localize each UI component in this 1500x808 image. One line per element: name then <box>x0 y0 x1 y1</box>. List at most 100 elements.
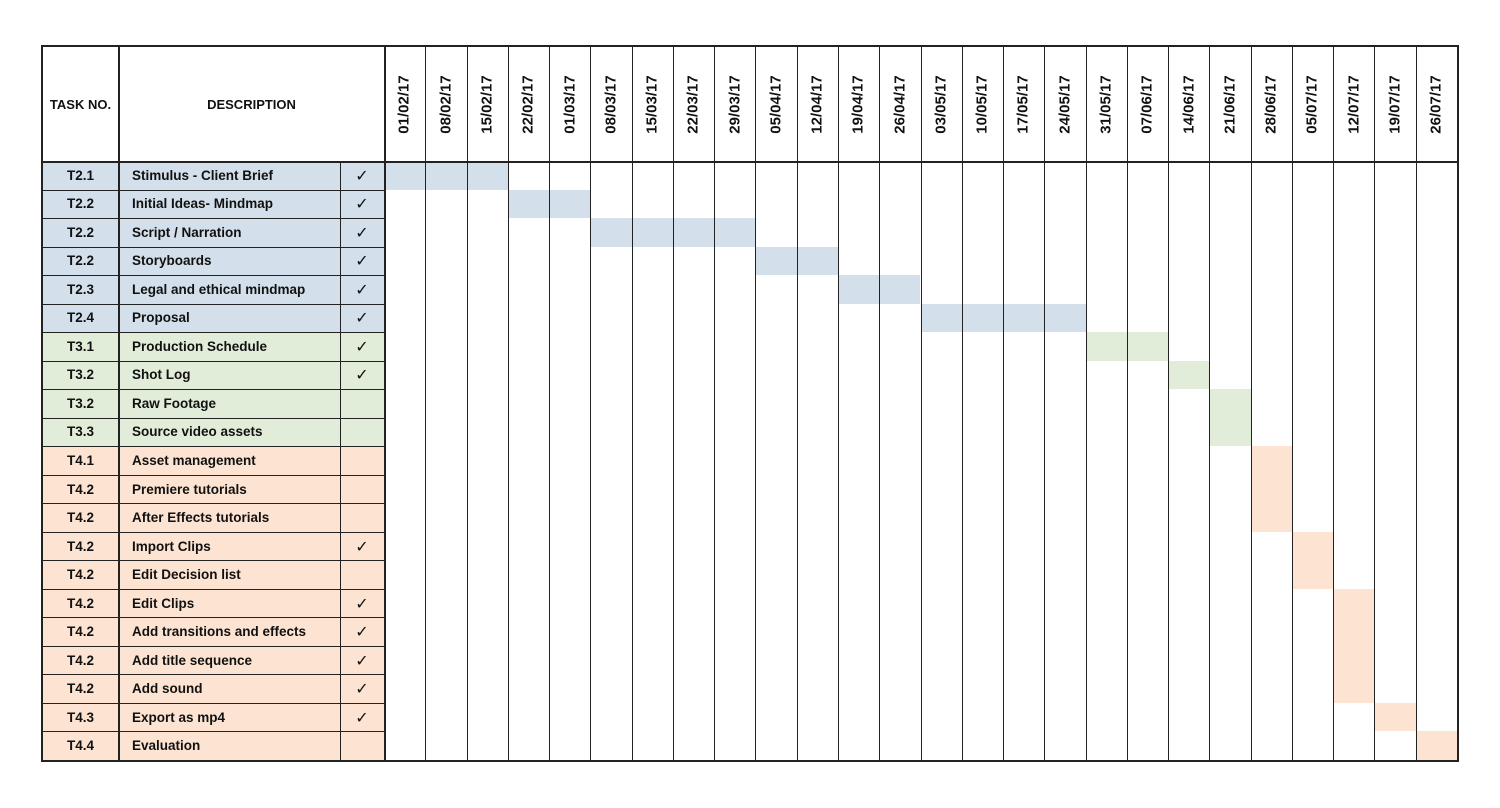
task-number: T4.4 <box>66 738 94 754</box>
week-header: 15/02/17 <box>467 47 508 161</box>
week-label: 19/04/17 <box>850 74 868 134</box>
week-header: 05/04/17 <box>755 47 796 161</box>
week-header: 26/07/17 <box>1416 47 1457 161</box>
week-label: 12/07/17 <box>1345 74 1363 134</box>
week-header: 07/06/17 <box>1127 47 1168 161</box>
week-label: 05/07/17 <box>1304 74 1322 134</box>
week-label: 10/05/17 <box>973 74 991 134</box>
task-description: Edit Decision list <box>132 567 241 583</box>
week-label: 22/02/17 <box>519 74 537 134</box>
week-divider <box>1374 47 1376 760</box>
row-divider <box>43 360 384 362</box>
row-divider <box>43 474 384 476</box>
week-header: 15/03/17 <box>632 47 673 161</box>
week-divider <box>714 47 716 760</box>
task-description: Source video assets <box>132 424 263 440</box>
task-number: T4.1 <box>66 452 94 468</box>
task-number: T2.4 <box>66 310 94 326</box>
row-divider <box>43 702 384 704</box>
header-task-no: TASK NO. <box>49 96 112 112</box>
check-mark-icon: ✓ <box>355 707 369 727</box>
column-divider <box>340 161 341 760</box>
week-header: 14/06/17 <box>1168 47 1209 161</box>
week-label: 01/03/17 <box>561 74 579 134</box>
week-label: 17/05/17 <box>1015 74 1033 134</box>
task-description: Production Schedule <box>132 338 268 354</box>
task-number: T4.2 <box>66 624 94 640</box>
week-divider <box>1333 47 1335 760</box>
task-description: After Effects tutorials <box>132 510 270 526</box>
week-header: 22/02/17 <box>508 47 549 161</box>
row-background <box>43 246 384 276</box>
task-number: T4.2 <box>66 681 94 697</box>
row-background <box>43 303 384 333</box>
week-label: 31/05/17 <box>1097 74 1115 134</box>
header-description: DESCRIPTION <box>207 96 296 112</box>
check-mark-icon: ✓ <box>355 593 369 613</box>
task-number: T2.3 <box>66 281 94 297</box>
task-number: T4.2 <box>66 510 94 526</box>
week-divider <box>837 47 839 760</box>
task-description: Export as mp4 <box>132 709 226 725</box>
week-label: 28/06/17 <box>1262 74 1280 134</box>
row-background <box>43 218 384 247</box>
check-mark-icon: ✓ <box>355 165 369 185</box>
week-divider <box>1003 47 1005 760</box>
week-divider <box>796 47 798 760</box>
week-label: 07/06/17 <box>1138 74 1156 134</box>
row-divider <box>43 303 384 305</box>
check-mark-icon: ✓ <box>355 308 369 328</box>
week-label: 14/06/17 <box>1180 74 1198 134</box>
row-background <box>43 275 384 304</box>
gantt-bar <box>1085 332 1169 361</box>
week-header: 21/06/17 <box>1209 47 1250 161</box>
check-mark-icon: ✓ <box>355 251 369 271</box>
task-description: Proposal <box>132 310 190 326</box>
task-description: Add transitions and effects <box>132 624 307 640</box>
task-number: T4.2 <box>66 595 94 611</box>
task-description: Stimulus - Client Brief <box>132 167 274 183</box>
week-header: 10/05/17 <box>962 47 1003 161</box>
week-divider <box>1168 47 1170 760</box>
week-label: 01/02/17 <box>396 74 414 134</box>
gantt-bar <box>1250 446 1292 532</box>
check-mark-icon: ✓ <box>355 365 369 385</box>
week-divider <box>672 47 674 760</box>
week-divider <box>1085 47 1087 760</box>
row-background <box>43 503 384 532</box>
week-divider <box>1415 47 1417 760</box>
week-label: 08/03/17 <box>602 74 620 134</box>
row-background <box>43 360 384 390</box>
check-mark-icon: ✓ <box>355 279 369 299</box>
task-number: T3.3 <box>66 424 94 440</box>
gantt-bar <box>1333 588 1375 703</box>
week-divider <box>1126 47 1128 760</box>
row-background <box>43 161 384 190</box>
row-divider <box>43 645 384 647</box>
check-mark-icon: ✓ <box>355 536 369 556</box>
task-number: T3.2 <box>66 395 94 411</box>
week-header: 31/05/17 <box>1086 47 1127 161</box>
week-header: 12/04/17 <box>797 47 838 161</box>
row-divider <box>43 417 384 419</box>
row-divider <box>43 531 384 533</box>
row-background <box>43 560 384 589</box>
task-number: T4.2 <box>66 538 94 554</box>
task-number: T2.2 <box>66 196 94 212</box>
task-description: Shot Log <box>132 367 191 383</box>
column-divider <box>118 47 120 760</box>
row-divider <box>43 617 384 619</box>
task-description: Add title sequence <box>132 652 253 668</box>
task-number: T4.3 <box>66 709 94 725</box>
task-number: T4.2 <box>66 652 94 668</box>
week-header: 01/03/17 <box>549 47 590 161</box>
row-divider <box>43 588 384 590</box>
task-description: Asset management <box>132 452 256 468</box>
row-divider <box>43 275 384 277</box>
row-background <box>43 531 384 561</box>
row-background <box>43 332 384 361</box>
gantt-bar <box>1209 389 1251 447</box>
week-label: 26/07/17 <box>1427 74 1445 134</box>
week-header: 22/03/17 <box>673 47 714 161</box>
row-divider <box>43 189 384 191</box>
